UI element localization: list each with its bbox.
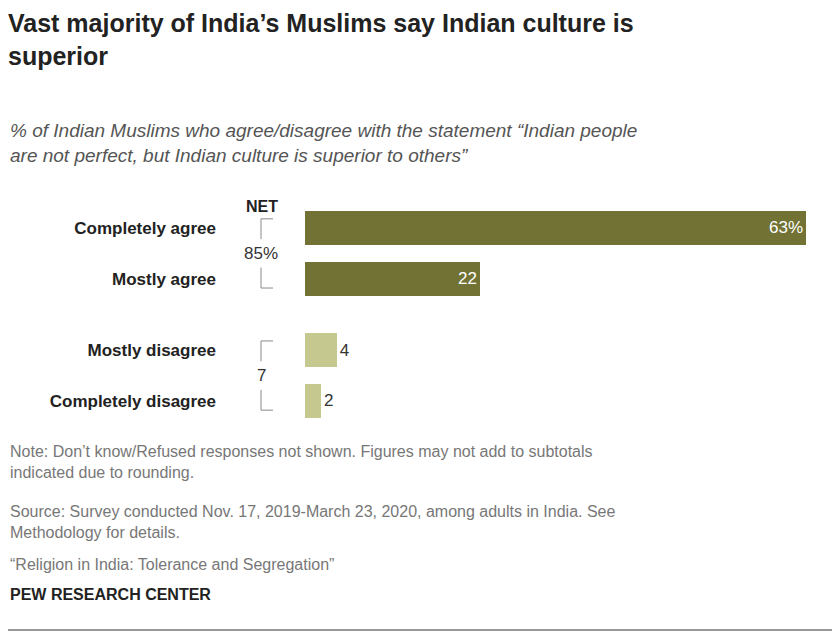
svg-text:Mostly disagree: Mostly disagree: [88, 341, 217, 360]
svg-text:85%: 85%: [244, 244, 278, 263]
svg-text:2: 2: [324, 391, 333, 410]
svg-text:Vast majority of India’s Musli: Vast majority of India’s Muslims say Ind…: [8, 9, 634, 69]
svg-text:Source: Survey conducted Nov.: Source: Survey conducted Nov. 17, 2019-M…: [10, 503, 616, 541]
svg-text:7: 7: [257, 366, 266, 385]
svg-text:22: 22: [458, 269, 477, 288]
svg-text:63%: 63%: [769, 218, 803, 237]
svg-text:Completely disagree: Completely disagree: [50, 392, 216, 411]
svg-text:Mostly agree: Mostly agree: [112, 270, 216, 289]
svg-text:4: 4: [340, 341, 349, 360]
svg-text:“Religion in India: Tolerance: “Religion in India: Tolerance and Segreg…: [10, 556, 334, 573]
svg-text:Completely agree: Completely agree: [74, 219, 216, 238]
svg-text:% of Indian Muslims who agree/: % of Indian Muslims who agree/disagree w…: [10, 120, 637, 166]
svg-text:NET: NET: [246, 198, 278, 215]
svg-text:Note: Don’t know/Refused respo: Note: Don’t know/Refused responses not s…: [10, 443, 593, 481]
svg-text:PEW RESEARCH CENTER: PEW RESEARCH CENTER: [10, 586, 211, 603]
